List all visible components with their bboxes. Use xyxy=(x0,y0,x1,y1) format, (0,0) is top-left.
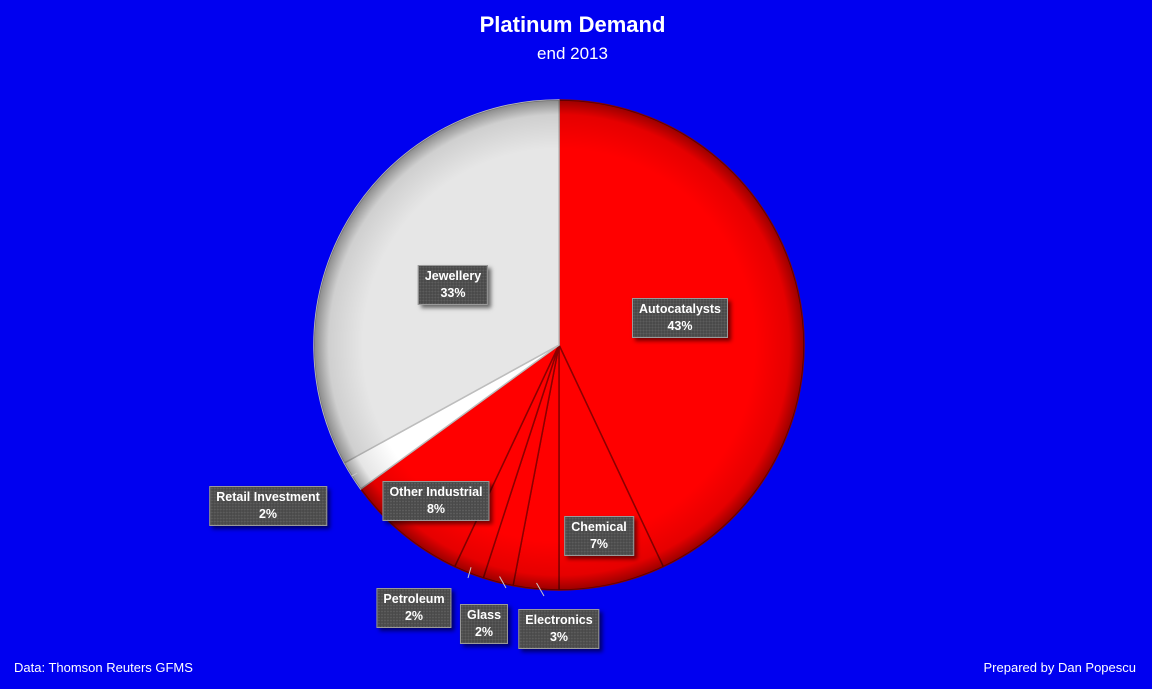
chart-subtitle: end 2013 xyxy=(537,44,608,63)
data-source-note: Data: Thomson Reuters GFMS xyxy=(14,660,193,675)
data-label-percent: 2% xyxy=(474,625,494,639)
data-label-name: Retail Investment xyxy=(216,490,320,504)
data-label-retail-investment: Retail Investment 2% xyxy=(209,486,327,526)
leader-line-glass xyxy=(499,576,507,589)
data-label-percent: 2% xyxy=(404,609,424,623)
data-label-name: Petroleum xyxy=(383,592,445,606)
data-label-chemical: Chemical 7% xyxy=(564,516,634,556)
data-label-glass: Glass 2% xyxy=(459,604,509,644)
leader-line-retail-investment xyxy=(351,472,358,477)
data-label-name: Autocatalysts xyxy=(639,302,721,316)
leader-line-petroleum xyxy=(467,567,472,579)
data-label-percent: 8% xyxy=(426,502,446,516)
data-label-petroleum: Petroleum 2% xyxy=(376,588,452,628)
leader-line-electronics xyxy=(536,582,545,597)
data-label-name: Jewellery xyxy=(424,269,482,283)
data-label-electronics: Electronics 3% xyxy=(518,609,600,649)
data-label-other-industrial: Other Industrial 8% xyxy=(382,481,490,521)
data-label-jewellery: Jewellery 33% xyxy=(417,265,489,305)
data-label-name: Glass xyxy=(466,608,502,622)
chart-title: Platinum Demand xyxy=(479,12,666,37)
data-label-name: Electronics xyxy=(525,613,593,627)
data-label-autocatalysts: Autocatalysts 43% xyxy=(632,298,728,338)
data-label-percent: 2% xyxy=(258,507,278,521)
data-label-name: Other Industrial xyxy=(389,485,483,499)
data-label-percent: 7% xyxy=(589,537,609,551)
data-label-percent: 3% xyxy=(549,630,569,644)
data-label-percent: 33% xyxy=(440,286,466,300)
data-label-percent: 43% xyxy=(667,319,693,333)
data-label-name: Chemical xyxy=(571,520,627,534)
credit-note: Prepared by Dan Popescu xyxy=(983,660,1136,675)
